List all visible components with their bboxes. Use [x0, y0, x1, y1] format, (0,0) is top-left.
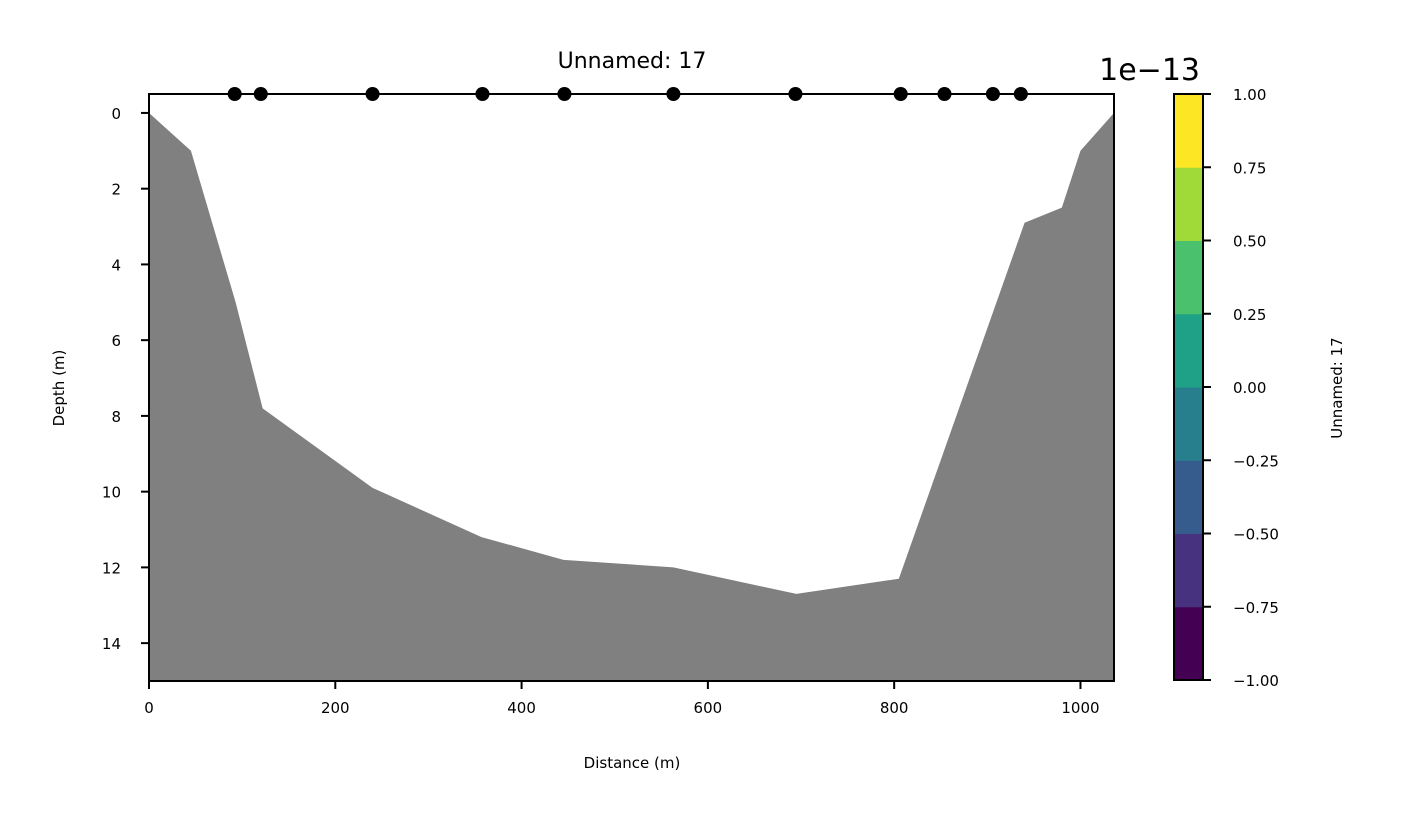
colorbar-tick-label: −1.00: [1233, 672, 1279, 690]
y-tick-label: 0: [111, 105, 121, 123]
colorbar-tick-label: 0.00: [1233, 379, 1266, 397]
colorbar-segment: [1174, 240, 1203, 315]
x-tick-label: 800: [880, 699, 909, 717]
y-tick-label: 8: [111, 408, 121, 426]
y-axis-ticks: 0 2 4 6 8 10 12 14: [102, 105, 149, 653]
colorbar-tick-label: 0.75: [1233, 159, 1266, 177]
x-tick-label: 200: [321, 699, 350, 717]
bathymetry-fill: [149, 112, 1114, 681]
colorbar-segments: [1174, 94, 1203, 681]
colorbar-segment: [1174, 606, 1203, 681]
y-tick-label: 2: [111, 181, 121, 199]
plot-area: 0 200 400 600 800 1000 0 2 4 6 8 10 12 14: [102, 87, 1115, 717]
y-tick-label: 14: [102, 635, 121, 653]
colorbar-segment: [1174, 313, 1203, 388]
colorbar-segment: [1174, 533, 1203, 608]
y-axis-label: Depth (m): [50, 350, 68, 427]
colorbar-segment: [1174, 94, 1203, 168]
x-axis-ticks: 0 200 400 600 800 1000: [144, 681, 1100, 717]
y-tick-label: 12: [102, 559, 121, 577]
colorbar-tick-label: 0.50: [1233, 233, 1266, 251]
colorbar-tick-label: 0.25: [1233, 306, 1266, 324]
y-tick-label: 4: [111, 256, 121, 274]
x-tick-label: 0: [144, 699, 154, 717]
y-tick-label: 6: [111, 332, 121, 350]
colorbar-tick-label: −0.75: [1233, 599, 1279, 617]
colorbar-tick-label: −0.25: [1233, 452, 1279, 470]
x-tick-label: 400: [507, 699, 536, 717]
colorbar-segment: [1174, 387, 1203, 461]
colorbar-ticks: 1.00 0.75 0.50 0.25 0.00 −0.25 −0.50 −0.75 −1.00: [1203, 86, 1279, 690]
colorbar-exponent: 1e−13: [1099, 53, 1200, 88]
x-axis-label: Distance (m): [584, 754, 681, 772]
x-tick-label: 600: [694, 699, 723, 717]
plot-frame: [148, 93, 1115, 682]
x-tick-label: 1000: [1061, 699, 1099, 717]
chart-title: Unnamed: 17: [558, 49, 707, 74]
colorbar-tick-label: 1.00: [1233, 86, 1266, 104]
colorbar-segment: [1174, 460, 1203, 534]
colorbar-label: Unnamed: 17: [1328, 337, 1346, 438]
colorbar-segment: [1174, 167, 1203, 241]
colorbar-tick-label: −0.50: [1233, 526, 1279, 544]
colorbar: 1.00 0.75 0.50 0.25 0.00 −0.25 −0.50 −0.75 −1.00: [1173, 86, 1279, 690]
y-tick-label: 10: [102, 484, 121, 502]
